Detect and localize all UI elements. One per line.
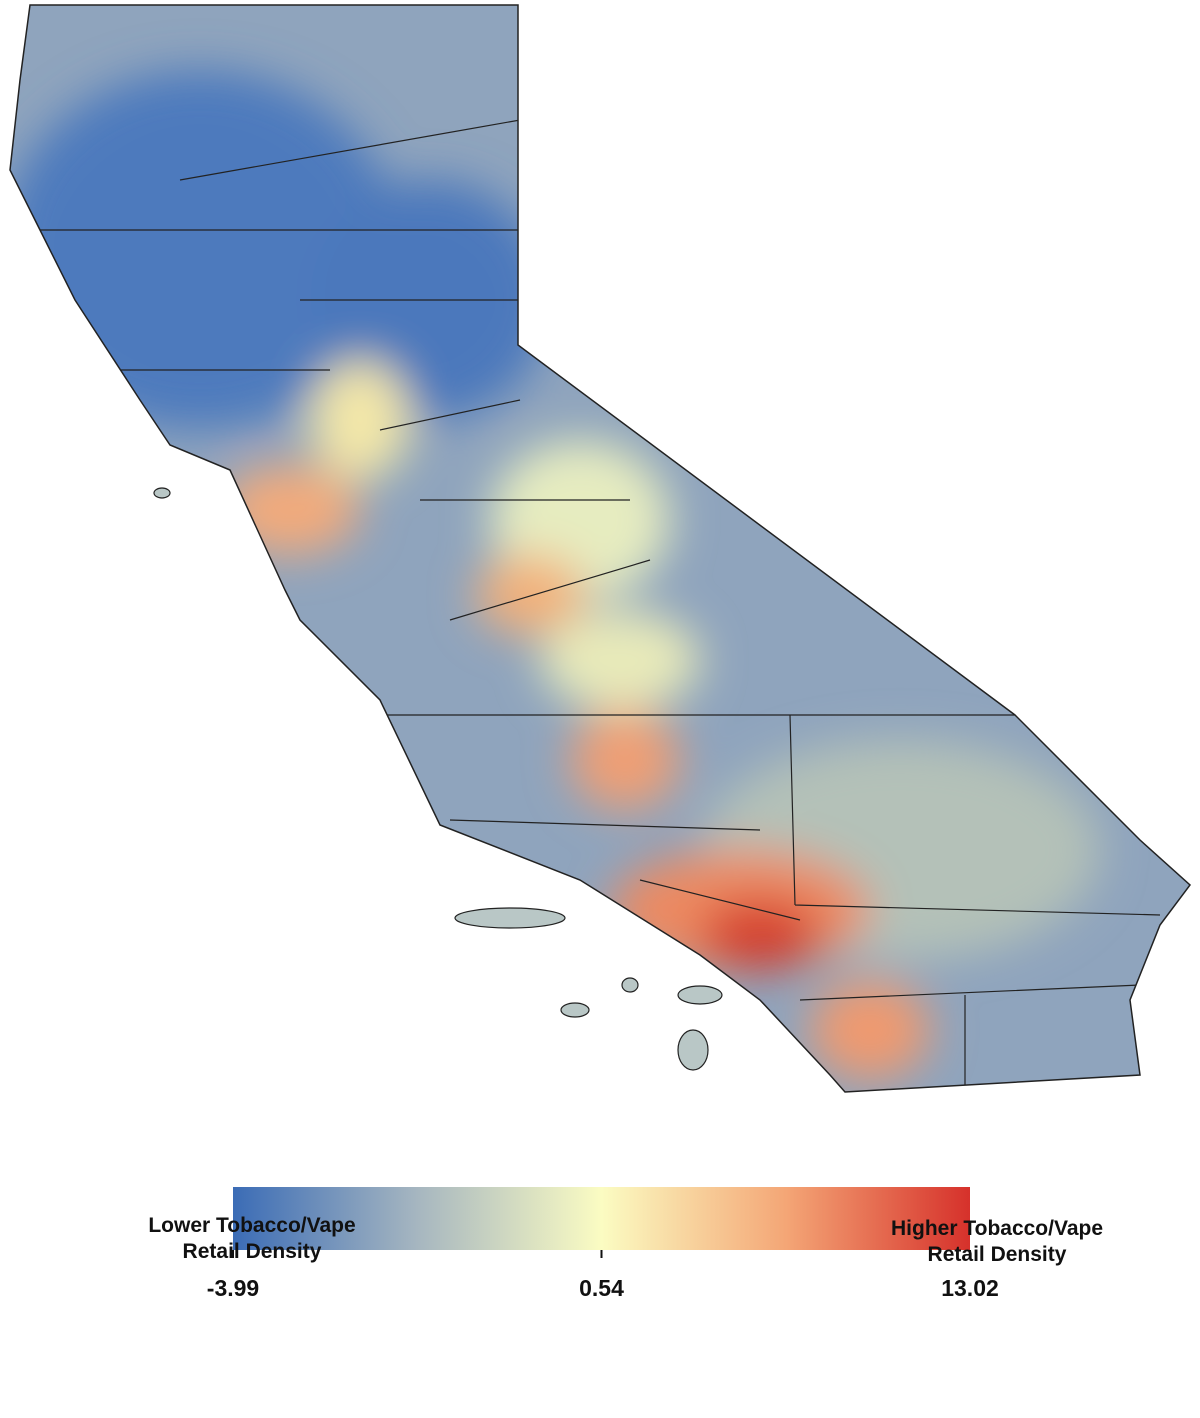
islands	[153, 487, 723, 1071]
high-label: Higher Tobacco/Vape	[891, 1217, 1103, 1240]
colorbar-tick-label: -3.99	[207, 1275, 259, 1301]
legend: Lower Tobacco/Vape Retail Density Higher T…	[148, 1187, 1103, 1301]
low-label: Lower Tobacco/Vape	[148, 1214, 355, 1237]
low-label: Retail Density	[183, 1240, 322, 1263]
state-outline	[9, 4, 1192, 1093]
colorbar	[233, 1187, 970, 1250]
colorbar-tick-label: 13.02	[941, 1275, 999, 1301]
high-label: Retail Density	[928, 1243, 1067, 1266]
state-fill	[10, 5, 1190, 1092]
colorbar-tick-label: 0.54	[579, 1275, 624, 1301]
